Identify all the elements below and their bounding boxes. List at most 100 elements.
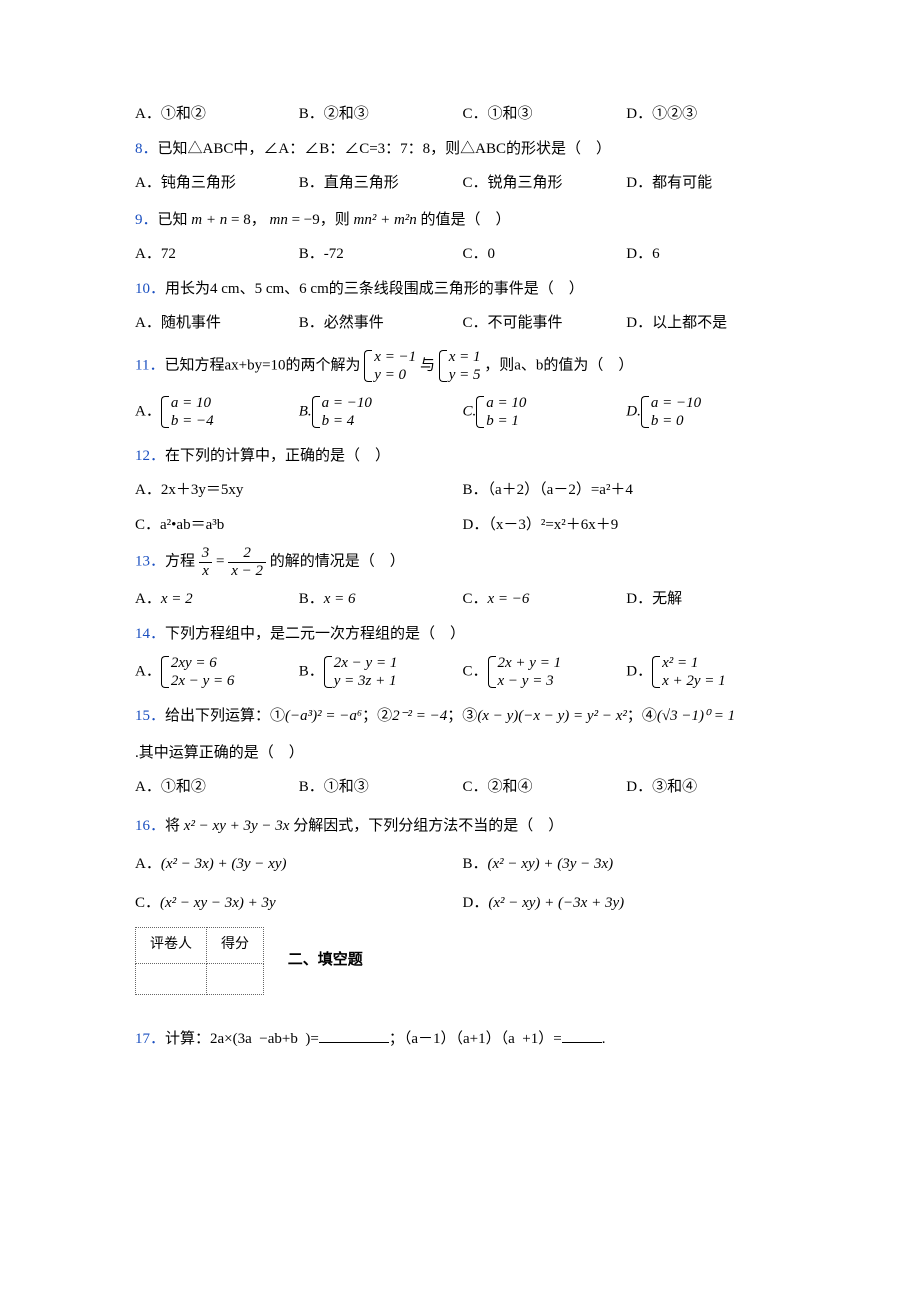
q17-blank2 <box>562 1027 602 1043</box>
q13-bv: x = 6 <box>324 591 356 607</box>
q16-options-1: A．(x² − 3x) + (3y − xy) B．(x² − xy) + (3… <box>135 850 790 879</box>
q15-stem: 15．给出下列运算：①(−a³)² = −a⁶；②2⁻² = −4；③(x − … <box>135 702 790 731</box>
q11-Da: a = −10 <box>651 394 701 412</box>
q12-options-1: A．2x＋3y＝5xy B．（a＋2）（a－2）=a²＋4 <box>135 476 790 505</box>
q13-eq: = <box>216 553 228 569</box>
q9-eq1l: m + n <box>191 212 227 228</box>
q13-opt-a: A．x = 2 <box>135 585 299 614</box>
q11-sol2: x = 1y = 5 <box>439 348 481 384</box>
section-2-header: 评卷人得分 二、填空题 <box>135 927 790 995</box>
q11-Ca: a = 10 <box>486 394 526 412</box>
q13-options: A．x = 2 B．x = 6 C．x = −6 D．无解 <box>135 585 790 614</box>
q14-opt-b: B．2x − y = 1y = 3z + 1 <box>299 654 463 690</box>
q11-D: D. <box>626 403 641 419</box>
q7-opt-d: D．①②③ <box>626 100 790 129</box>
q14-number: 14． <box>135 626 165 642</box>
q15-opt-b: B．①和③ <box>299 773 463 802</box>
q13-av: x = 2 <box>161 591 193 607</box>
q16-opt-d: D．(x² − xy) + (−3x + 3y) <box>463 889 791 918</box>
q9-opt-a: A．72 <box>135 240 299 269</box>
q11-options: A．a = 10b = −4 B.a = −10b = 4 C.a = 10b … <box>135 394 790 430</box>
score-c1 <box>136 963 207 994</box>
q11-sol1: x = −1y = 0 <box>364 348 416 384</box>
q15-opt-a: A．①和② <box>135 773 299 802</box>
q7-opt-a: A．①和② <box>135 100 299 129</box>
q17-tail: . <box>602 1031 606 1047</box>
q14-Ab: 2x − y = 6 <box>171 672 235 690</box>
q16-dv: (x² − xy) + (−3x + 3y) <box>488 895 624 911</box>
q11-opt-d: D.a = −10b = 0 <box>626 394 790 430</box>
q11-Cb: b = 1 <box>486 412 526 430</box>
q14-Cbr: 2x + y = 1x − y = 3 <box>488 654 562 690</box>
q11-opt-a: A．a = 10b = −4 <box>135 394 299 430</box>
q9-opt-c: C．0 <box>463 240 627 269</box>
q14-A: A． <box>135 663 161 679</box>
q16-a: A． <box>135 856 161 872</box>
q8-opt-c: C．锐角三角形 <box>463 169 627 198</box>
q16-opt-b: B．(x² − xy) + (3y − 3x) <box>463 850 791 879</box>
q7-options: A．①和② B．②和③ C．①和③ D．①②③ <box>135 100 790 129</box>
q12-number: 12． <box>135 448 165 464</box>
q14-Ca: 2x + y = 1 <box>498 654 562 672</box>
q11-stem: 11．已知方程ax+by=10的两个解为 x = −1y = 0 与 x = 1… <box>135 348 790 384</box>
q10-opt-b: B．必然事件 <box>299 309 463 338</box>
q8-opt-d: D．都有可能 <box>626 169 790 198</box>
section-2-title: 二、填空题 <box>288 952 363 968</box>
q14-Aa: 2xy = 6 <box>171 654 235 672</box>
score-h1: 评卷人 <box>136 928 207 964</box>
q13-f2n: 2 <box>228 545 266 562</box>
q13-opt-c: C．x = −6 <box>463 585 627 614</box>
q13-frac2: 2x − 2 <box>228 545 266 579</box>
q17-stem: 17．计算：2a×(3a −ab+b )=；（a－1）（a+1）（a +1）=. <box>135 1025 790 1054</box>
q11-s2b: y = 5 <box>449 366 481 384</box>
q12-opt-a: A．2x＋3y＝5xy <box>135 476 463 505</box>
q16-opt-a: A．(x² − 3x) + (3y − xy) <box>135 850 463 879</box>
q9-expr: mn² + m²n <box>354 212 417 228</box>
q15-line2: .其中运算正确的是（ ） <box>135 739 790 768</box>
q16-pre: 将 <box>165 818 184 834</box>
q13-a: A． <box>135 591 161 607</box>
q15-number: 15． <box>135 708 165 724</box>
q12-stem: 12．在下列的计算中，正确的是（ ） <box>135 442 790 471</box>
q16-options-2: C．(x² − xy − 3x) + 3y D．(x² − xy) + (−3x… <box>135 889 790 918</box>
q11-s1a: x = −1 <box>374 348 416 366</box>
q15-opt-c: C．②和④ <box>463 773 627 802</box>
q14-opt-d: D．x² = 1x + 2y = 1 <box>626 654 790 690</box>
q14-D: D． <box>626 663 652 679</box>
q9-eq2l: mn <box>269 212 287 228</box>
q11-s2a: x = 1 <box>449 348 481 366</box>
q15-pre: 给出下列运算：① <box>165 708 285 724</box>
q11-pre: 已知方程ax+by=10的两个解为 <box>164 357 360 373</box>
score-c2 <box>207 963 264 994</box>
q13-cv: x = −6 <box>488 591 530 607</box>
q14-Dbr: x² = 1x + 2y = 1 <box>652 654 726 690</box>
q15-e1: (−a³)² = −a⁶ <box>285 708 362 724</box>
q16-opt-c: C．(x² − xy − 3x) + 3y <box>135 889 463 918</box>
q12-opt-d: D．（x－3）²=x²＋6x＋9 <box>463 511 791 540</box>
q8-options: A．钝角三角形 B．直角三角形 C．锐角三角形 D．都有可能 <box>135 169 790 198</box>
q13-pre: 方程 <box>165 553 199 569</box>
q13-post: 的解的情况是（ ） <box>270 553 405 569</box>
q9-opt-b: B．-72 <box>299 240 463 269</box>
q10-opt-d: D．以上都不是 <box>626 309 790 338</box>
q11-B: B. <box>299 403 312 419</box>
q14-Ba: 2x − y = 1 <box>334 654 398 672</box>
q13-stem: 13．方程 3x = 2x − 2 的解的情况是（ ） <box>135 545 790 579</box>
q8-text: 已知△ABC中，∠A：∠B：∠C=3：7：8，则△ABC的形状是（ ） <box>158 141 612 157</box>
q8-opt-a: A．钝角三角形 <box>135 169 299 198</box>
q7-opt-b: B．②和③ <box>299 100 463 129</box>
q16-stem: 16．将 x² − xy + 3y − 3x 分解因式，下列分组方法不当的是（ … <box>135 812 790 841</box>
q16-c: C． <box>135 895 160 911</box>
q9-number: 9． <box>135 212 158 228</box>
q10-text: 用长为4 cm、5 cm、6 cm的三条线段围成三角形的事件是（ ） <box>165 281 584 297</box>
q16-cv: (x² − xy − 3x) + 3y <box>160 895 276 911</box>
q14-Da: x² = 1 <box>662 654 726 672</box>
q12-opt-c: C．a²•ab＝a³b <box>135 511 463 540</box>
q10-opt-a: A．随机事件 <box>135 309 299 338</box>
q9-eq1r: = 8 <box>227 212 250 228</box>
q11-Ba: a = −10 <box>322 394 372 412</box>
q17-pre: 计算：2a×(3a <box>165 1031 252 1047</box>
q11-number: 11． <box>135 357 164 373</box>
q15-sp2: ；③ <box>447 708 477 724</box>
q11-Abr: a = 10b = −4 <box>161 394 214 430</box>
